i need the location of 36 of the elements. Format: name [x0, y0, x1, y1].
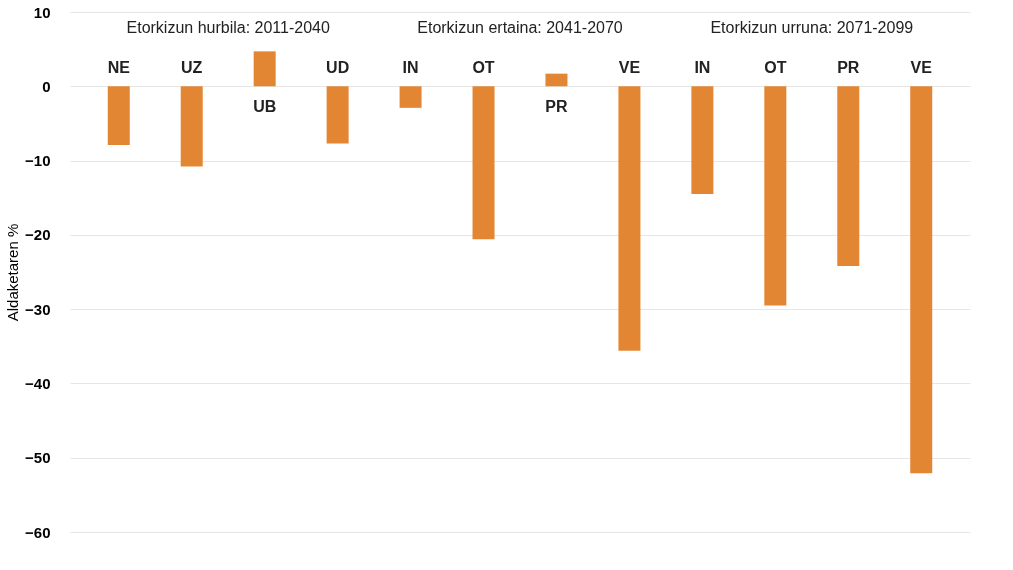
x-tick-label: UB	[253, 98, 277, 116]
annotation: Etorkizun urruna: 2071-2099	[710, 18, 914, 36]
bar	[472, 86, 495, 240]
bar	[691, 86, 714, 194]
bar	[910, 86, 933, 474]
annotation: Etorkizun hurbila: 2011-2040	[126, 18, 330, 36]
x-tick-label: PR	[545, 98, 569, 116]
bar	[107, 86, 130, 145]
x-tick-label: UZ	[181, 59, 203, 77]
bar	[180, 86, 203, 167]
x-tick-label: UD	[326, 59, 350, 77]
y-tick-label: −30	[25, 300, 51, 318]
y-tick-label: 0	[42, 77, 51, 95]
x-tick-label: VE	[910, 59, 933, 77]
y-tick-label: 10	[33, 3, 51, 21]
y-tick-label: −10	[25, 152, 51, 170]
bar	[545, 73, 568, 87]
x-tick-label: IN	[694, 59, 711, 77]
x-tick-label: VE	[618, 59, 641, 77]
annotation: Etorkizun ertaina: 2041-2070	[417, 18, 623, 36]
bar	[837, 86, 860, 267]
x-tick-label: OT	[472, 59, 495, 77]
y-tick-label: −20	[25, 226, 51, 244]
y-tick-label: −50	[25, 449, 51, 467]
x-tick-label: IN	[402, 59, 419, 77]
bar	[326, 86, 349, 144]
y-tick-label: −60	[25, 523, 51, 541]
x-tick-label: NE	[107, 59, 131, 77]
bar	[618, 86, 641, 351]
x-tick-label: OT	[764, 59, 787, 77]
y-axis-title: Aldaketaren %	[4, 223, 22, 322]
x-tick-label: PR	[837, 59, 860, 77]
bar	[253, 51, 276, 87]
bar	[399, 86, 422, 108]
bar	[764, 86, 787, 306]
y-tick-label: −40	[25, 374, 51, 392]
